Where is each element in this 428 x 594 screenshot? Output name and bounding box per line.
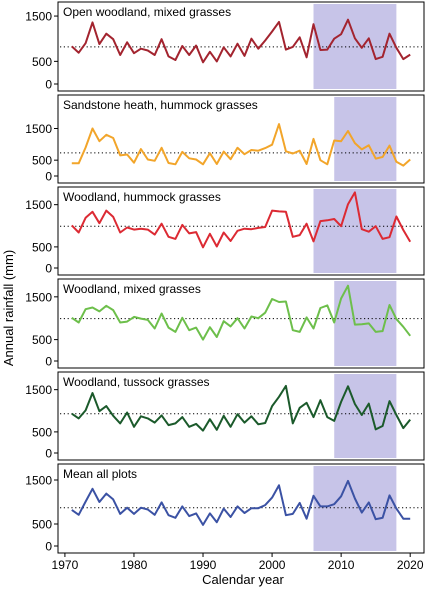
y-tick-label: 1500 — [25, 122, 52, 136]
y-tick-label: 0 — [45, 170, 52, 184]
panel-title: Open woodland, mixed grasses — [63, 5, 231, 19]
x-axis: 1970 1980 1990 2000 2010 2020 — [52, 553, 424, 572]
shaded-period — [313, 4, 397, 89]
shaded-period — [334, 97, 397, 181]
panel-title: Mean all plots — [63, 467, 137, 481]
y-tick-label: 500 — [32, 333, 52, 347]
panels-group: 0 500 1500 Open woodland, mixed grasses 0 500… — [25, 1, 425, 554]
panel-2: 0 500 1500 Sandstone heath, hummock grasses — [25, 94, 425, 184]
y-tick-label: 0 — [45, 355, 52, 369]
y-tick-label: 1500 — [25, 383, 52, 397]
panel-title: Sandstone heath, hummock grasses — [63, 98, 258, 112]
x-tick-label: 2010 — [328, 558, 355, 572]
panel-1: 0 500 1500 Open woodland, mixed grasses — [25, 1, 425, 92]
y-tick-label: 1500 — [25, 10, 52, 24]
shaded-period — [334, 374, 397, 458]
series-line — [71, 384, 411, 432]
y-tick-label: 500 — [32, 425, 52, 439]
y-tick-label: 0 — [45, 447, 52, 461]
x-tick-label: 2020 — [397, 558, 424, 572]
panel-title: Woodland, hummock grasses — [63, 190, 221, 204]
y-tick-label: 1500 — [25, 474, 52, 488]
y-axis-title: Annual rainfall (mm) — [1, 250, 16, 366]
panel-5: 0 500 1500 Woodland, tussock grasses — [25, 371, 425, 461]
series-line — [71, 123, 411, 167]
y-tick-label: 500 — [32, 154, 52, 168]
x-axis-title: Calendar year — [202, 572, 284, 587]
y-tick-label: 0 — [45, 78, 52, 92]
panel-title: Woodland, tussock grasses — [63, 375, 210, 389]
series-line — [71, 479, 411, 526]
series-line — [71, 191, 412, 249]
y-tick-label: 1500 — [25, 198, 52, 212]
y-tick-label: 0 — [45, 262, 52, 276]
panel-3: 0 500 1500 Woodland, hummock grasses — [25, 186, 425, 276]
x-tick-label: 2000 — [259, 558, 286, 572]
x-tick-label: 1970 — [52, 558, 79, 572]
panel-6: 0 500 1500 Mean all plots — [25, 463, 425, 554]
y-tick-label: 500 — [32, 518, 52, 532]
shaded-period — [313, 466, 397, 551]
shaded-period — [313, 189, 397, 273]
y-tick-label: 1500 — [25, 290, 52, 304]
x-tick-label: 1980 — [121, 558, 148, 572]
series-line — [71, 284, 411, 341]
x-tick-label: 1990 — [190, 558, 217, 572]
y-tick-label: 500 — [32, 240, 52, 254]
y-tick-label: 0 — [45, 540, 52, 554]
y-tick-label: 500 — [32, 55, 52, 69]
panel-4: 0 500 1500 Woodland, mixed grasses — [25, 278, 425, 369]
panel-title: Woodland, mixed grasses — [63, 282, 201, 296]
series-line — [71, 18, 411, 64]
